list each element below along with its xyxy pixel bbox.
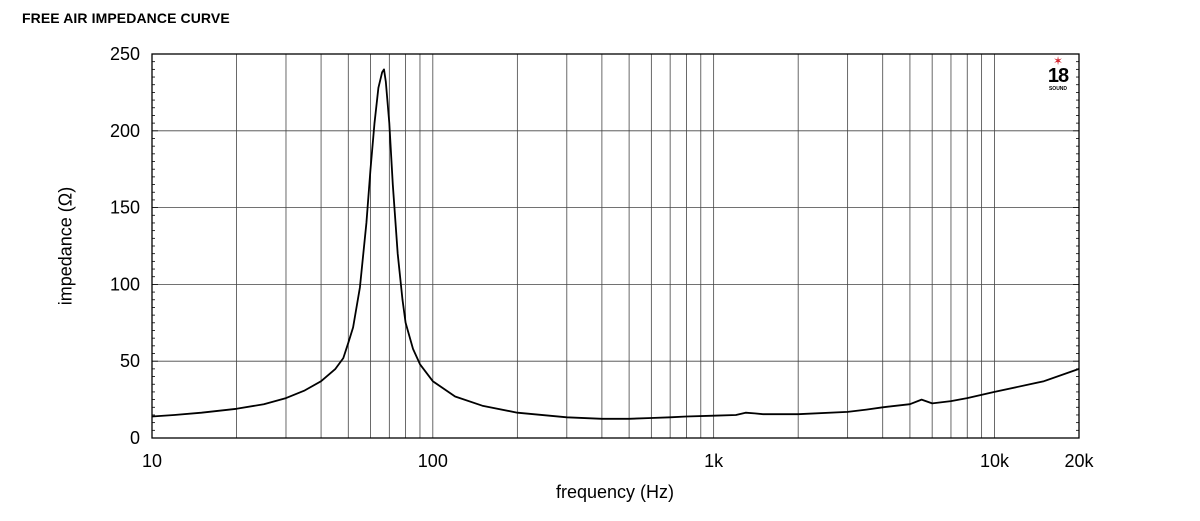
logo-mark: 18 bbox=[1047, 65, 1069, 87]
x-tick-label: 1k bbox=[704, 451, 724, 471]
y-tick-label: 150 bbox=[110, 198, 140, 218]
y-tick-label: 50 bbox=[120, 351, 140, 371]
y-tick-label: 0 bbox=[130, 428, 140, 448]
x-tick-label: 10k bbox=[980, 451, 1010, 471]
x-tick-label: 10 bbox=[142, 451, 162, 471]
x-axis-label: frequency (Hz) bbox=[555, 482, 675, 502]
y-tick-label: 200 bbox=[110, 121, 140, 141]
x-tick-label: 100 bbox=[418, 451, 448, 471]
y-tick-label: 250 bbox=[110, 44, 140, 64]
star-icon: ✶ bbox=[1052, 54, 1064, 68]
impedance-curve bbox=[151, 68, 1080, 420]
page-title: FREE AIR IMPEDANCE CURVE bbox=[22, 10, 230, 26]
plot-frame bbox=[151, 53, 1080, 439]
logo-subtext: SOUND bbox=[1048, 86, 1068, 92]
x-tick-label: 20k bbox=[1064, 451, 1094, 471]
brand-logo: ✶ 18 SOUND bbox=[1043, 54, 1073, 92]
y-tick-label: 100 bbox=[110, 274, 140, 294]
